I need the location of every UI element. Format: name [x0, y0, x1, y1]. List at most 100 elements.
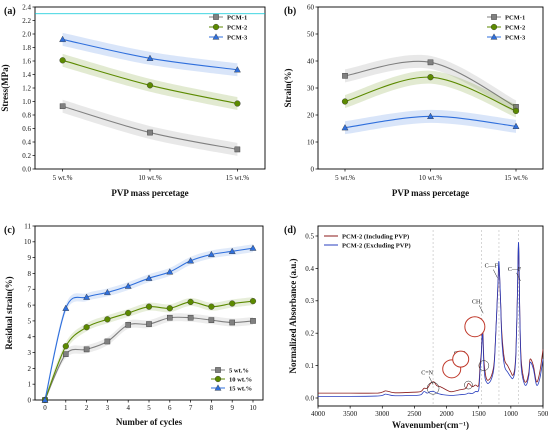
- legend-entry: PCM-2: [227, 24, 247, 31]
- data-point: [62, 343, 69, 350]
- data-point: [187, 257, 195, 264]
- legend-entry: 10 wt.%: [229, 376, 252, 383]
- data-point: [208, 303, 215, 310]
- chart-panel-stress: 0.0 0.2 0.4 0.6 0.8 1.0 1.2 1.4 1.6 1.8 2.0 2.2 2.4 5…: [0, 3, 266, 198]
- y-tick-label: 7: [28, 286, 32, 294]
- data-point: [427, 74, 434, 81]
- y-axis-title: Normalized Absorbance (a.u.): [288, 259, 298, 374]
- data-point: [62, 304, 70, 311]
- data-point: [207, 250, 215, 258]
- y-tick-label: 0: [311, 165, 315, 173]
- x-tick-label: 1000: [504, 410, 519, 418]
- data-point: [125, 309, 132, 317]
- data-point: [249, 244, 257, 251]
- y-tick-label: 0.0: [22, 165, 31, 173]
- y-tick-label: 10: [307, 138, 315, 146]
- zoom-circle: [426, 382, 440, 395]
- legend-entry: PCM-2: [505, 24, 525, 31]
- y-tick-label: 4: [28, 333, 32, 341]
- x-tick-label: 3000: [375, 410, 390, 418]
- panel-label-a: (a): [4, 6, 16, 17]
- y-tick-label: 1: [28, 381, 32, 389]
- data-point: [103, 288, 111, 296]
- data-point: [187, 314, 194, 321]
- y-tick-label: 5: [28, 317, 32, 325]
- x-tick-label: 1500: [472, 410, 487, 418]
- data-point: [83, 324, 90, 331]
- data-point: [166, 305, 173, 312]
- data-point: [146, 82, 154, 89]
- zoom-inset: [452, 350, 470, 368]
- legend-entry: PCM-2 (Excluding PVP): [342, 242, 411, 249]
- x-tick-label: 6: [168, 404, 172, 412]
- x-tick-label: 10 wt.%: [419, 174, 443, 182]
- legend-marker: [214, 375, 222, 383]
- data-point: [124, 282, 132, 289]
- x-tick-label: 3500: [343, 410, 358, 418]
- y-tick-label: 8: [28, 270, 32, 278]
- x-tick-label: 15 wt.%: [504, 174, 528, 182]
- y-tick-label: 0: [28, 396, 32, 404]
- x-axis-title: Number of cycles: [116, 417, 183, 427]
- y-tick-label: 0.4: [305, 265, 314, 273]
- peak-annotation: CH₂: [472, 299, 482, 305]
- data-point: [104, 316, 111, 323]
- y-tick-label: 0.2: [22, 152, 31, 160]
- legend-entry: PCM-3: [505, 34, 526, 41]
- peak-annotation: C—F: [485, 264, 499, 270]
- legend-marker: [215, 367, 221, 373]
- annotation-arrow: [516, 272, 521, 281]
- legend-entry: 15 wt.%: [229, 385, 252, 392]
- x-tick-label: 2000: [440, 410, 455, 418]
- data-point: [146, 54, 154, 61]
- x-tick-label: 15 wt.%: [226, 174, 250, 182]
- y-tick-label: 30: [307, 84, 315, 92]
- y-tick-label: 0.1: [305, 362, 314, 370]
- data-point: [512, 122, 520, 129]
- x-tick-label: 5 wt.%: [53, 174, 73, 182]
- x-axis-title: PVP mass percetage: [392, 188, 469, 198]
- panel-label-d: (d): [284, 225, 296, 236]
- panel-label-b: (b): [284, 6, 296, 17]
- data-point: [208, 317, 215, 323]
- data-point: [342, 73, 348, 79]
- data-point: [63, 351, 69, 357]
- data-point: [250, 318, 256, 324]
- series-band: [62, 32, 238, 77]
- data-point: [145, 274, 153, 281]
- series-band: [345, 70, 516, 118]
- data-point: [229, 319, 236, 326]
- y-tick-label: 9: [28, 254, 32, 262]
- data-point: [512, 107, 520, 115]
- legend-entry: 5 wt.%: [229, 367, 249, 374]
- legend-marker: [213, 14, 219, 20]
- y-tick-label: 2.0: [22, 30, 31, 38]
- legend-entry: PCM-3: [227, 34, 248, 41]
- x-tick-label: 3: [106, 404, 110, 412]
- x-tick-label: 4000: [311, 410, 326, 418]
- y-tick-label: 60: [307, 3, 315, 11]
- data-point: [59, 57, 66, 64]
- y-tick-label: 1.2: [22, 84, 31, 92]
- y-tick-label: 1.6: [22, 57, 31, 65]
- data-point: [41, 396, 49, 403]
- data-point: [104, 338, 111, 345]
- data-point: [341, 98, 349, 105]
- y-tick-label: 1.0: [22, 98, 31, 106]
- legend-marker: [214, 384, 222, 391]
- legend-marker: [490, 23, 498, 31]
- chart-panel-residual-strain: 0 1 2 3 4 5 6 7 8 9 10 11 0 1 2 3 4 5 6 7 8 9 10 5 wt.% 10 wt.% 1…: [4, 222, 264, 427]
- legend-marker: [212, 33, 220, 40]
- spectrum-line: [317, 242, 544, 397]
- x-tick-label: 2: [85, 404, 89, 412]
- x-tick-label: 5 wt.%: [335, 174, 355, 182]
- chart-panel-ftir: 0.0 0.1 0.2 0.3 0.4 0.5 4000 3500 3000 2500 2000 15…: [288, 225, 549, 430]
- data-point: [233, 66, 241, 73]
- data-point: [147, 129, 153, 136]
- x-axis-title: Wavenumber(cm⁻¹): [392, 420, 469, 430]
- y-tick-label: 0.2: [305, 330, 314, 338]
- y-tick-label: 0.0: [305, 394, 314, 402]
- peak-annotation: C—F: [508, 267, 522, 273]
- legend-entry: PCM-2 (Including PVP): [342, 233, 409, 240]
- y-tick-label: 50: [307, 30, 315, 38]
